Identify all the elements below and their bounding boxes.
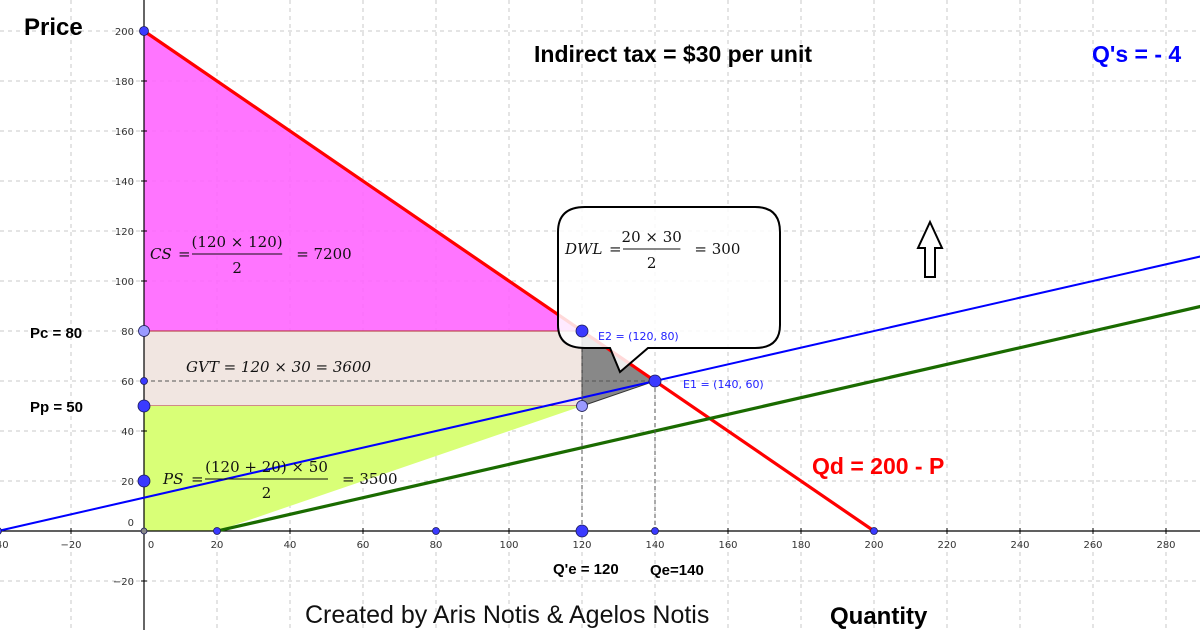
credit-text: Created by Aris Notis & Agelos Notis [305,601,709,629]
x-tick-label: 200 [864,540,883,551]
x-tick-label: 100 [499,540,518,551]
point-marker [140,527,148,535]
x-tick-label: 20 [211,540,224,551]
cs-formula-lhs: CS [150,245,172,263]
ps-formula-numerator: (120 + 20) × 50 [205,458,328,476]
supply-with-tax-line [0,255,1200,532]
point-marker [139,26,149,36]
point-marker [575,324,589,338]
y-tick-label: 20 [121,477,134,488]
demand-line [143,29,875,533]
demand-equation: Qd = 200 - P [812,453,944,479]
ps-formula-eq: = [191,470,204,488]
dwl-formula-denominator: 2 [647,254,657,272]
cs-formula-eq: = [178,245,191,263]
point-marker [137,474,151,488]
y-axis-title: Price [24,14,83,41]
point-marker [138,325,150,337]
x-tick-label: 240 [1010,540,1029,551]
ps-formula-denominator: 2 [262,484,272,502]
y-tick-label: 80 [121,327,134,338]
government-revenue-area [144,331,582,406]
producer-surplus-area [144,406,582,531]
guide-lines [144,331,656,531]
up-arrow-icon [916,219,944,278]
y-tick-label: 40 [121,427,134,438]
point-marker [576,400,588,412]
point-marker [140,377,148,385]
y-tick-label: 180 [115,77,134,88]
dwl-speech-bubble [557,206,781,374]
pp-label: Pp = 50 [30,399,83,416]
ps-formula-result: = 3500 [342,470,398,488]
y-tick-label: 200 [115,27,134,38]
x-tick-label: −20 [60,540,81,551]
x-tick-label: 140 [645,540,664,551]
q-e-prime-label: Q'e = 120 [553,561,619,578]
dwl-formula-lhs: DWL [564,240,602,258]
x-tick-label: 0 [148,540,154,551]
cs-formula-denominator: 2 [232,259,242,277]
x-tick-label: 40 [284,540,297,551]
points [0,26,878,538]
y-tick-label: 120 [115,227,134,238]
x-tick-label: 60 [357,540,370,551]
point-marker [648,374,662,388]
x-tick-label: 120 [572,540,591,551]
e1-label: E1 = (140, 60) [683,378,764,391]
supply-tax-equation: Q's = - 4 [1092,41,1181,67]
dwl-formula-eq: = [609,240,622,258]
e2-label: E2 = (120, 80) [598,330,679,343]
point-marker [432,527,440,535]
y-tick-label: −20 [113,577,134,588]
x-tick-label: 80 [430,540,443,551]
gvt-formula: GVT = 120 × 30 = 3600 [186,358,371,376]
x-tick-label: 260 [1083,540,1102,551]
cs-formula-numerator: (120 × 120) [192,233,283,251]
point-marker [213,527,221,535]
x-tick-label: 180 [791,540,810,551]
x-axis-title: Quantity [830,603,928,630]
labels: Price Quantity Indirect tax = $30 per unit… [24,14,1181,630]
dwl-callout [557,206,944,374]
pc-label: Pc = 80 [30,325,82,342]
x-tick-label: 280 [1156,540,1175,551]
cs-formula-result: = 7200 [296,245,352,263]
ps-formula-lhs: PS [162,470,183,488]
y-tick-label: 0 [128,518,134,529]
dwl-formula-result: = 300 [694,240,740,258]
q-e-label: Qe=140 [650,562,704,579]
chart-title: Indirect tax = $30 per unit [534,41,812,67]
point-marker [870,527,878,535]
point-marker [651,527,659,535]
x-tick-label: −40 [0,540,9,551]
point-marker [137,399,151,413]
curves [0,29,1200,533]
y-tick-label: 100 [115,277,134,288]
dwl-formula-numerator: 20 × 30 [622,228,682,246]
supply-line [216,304,1200,533]
y-tick-label: 60 [121,377,134,388]
x-tick-label: 160 [718,540,737,551]
y-tick-label: 140 [115,177,134,188]
point-marker [0,527,2,535]
point-marker [575,524,589,538]
y-tick-label: 160 [115,127,134,138]
x-tick-label: 220 [937,540,956,551]
